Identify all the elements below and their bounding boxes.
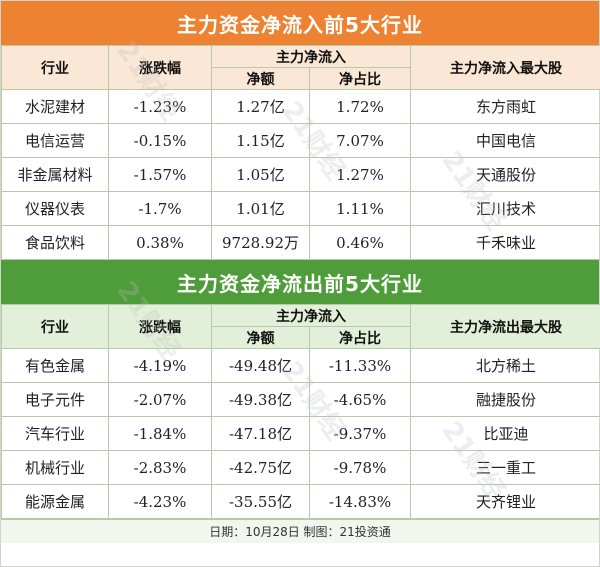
cell-ratio: -9.78% [309, 450, 411, 485]
cell-top-stock: 北方稀土 [410, 348, 600, 383]
table-row: 电信运营 -0.15% 1.15亿 7.07% 中国电信 [1, 123, 600, 158]
cell-industry: 机械行业 [1, 450, 109, 485]
cell-change: -1.84% [108, 416, 212, 451]
col-top-stock: 主力净流入最大股 [410, 45, 600, 90]
col-ratio: 净占比 [309, 67, 411, 90]
table-row: 食品饮料 0.38% 9728.92万 0.46% 千禾味业 [1, 225, 600, 260]
cell-net: -49.38亿 [211, 382, 310, 417]
cell-change: -1.23% [108, 89, 212, 124]
cell-industry: 食品饮料 [1, 225, 109, 260]
cell-ratio: 1.27% [309, 157, 411, 192]
cell-top-stock: 千禾味业 [410, 225, 600, 260]
cell-industry: 能源金属 [1, 484, 109, 519]
cell-top-stock: 汇川技术 [410, 191, 600, 226]
cell-change: -2.83% [108, 450, 212, 485]
col-change: 涨跌幅 [108, 45, 212, 90]
cell-top-stock: 中国电信 [410, 123, 600, 158]
col-main-flow: 主力净流入 [211, 304, 411, 327]
cell-ratio: 1.72% [309, 89, 411, 124]
cell-ratio: -9.37% [309, 416, 411, 451]
table-row: 水泥建材 -1.23% 1.27亿 1.72% 东方雨虹 [1, 89, 600, 124]
cell-top-stock: 融捷股份 [410, 382, 600, 417]
cell-net: -49.48亿 [211, 348, 310, 383]
cell-ratio: 0.46% [309, 225, 411, 260]
cell-net: 1.05亿 [211, 157, 310, 192]
cell-industry: 电信运营 [1, 123, 109, 158]
cell-change: -1.7% [108, 191, 212, 226]
cell-net: 1.27亿 [211, 89, 310, 124]
table-row: 能源金属 -4.23% -35.55亿 -14.83% 天齐锂业 [1, 484, 600, 519]
outflow-rows: 有色金属 -4.19% -49.48亿 -11.33% 北方稀土 电子元件 -2.07% -4… [1, 348, 600, 519]
cell-industry: 有色金属 [1, 348, 109, 383]
col-change: 涨跌幅 [108, 304, 212, 349]
inflow-rows: 水泥建材 -1.23% 1.27亿 1.72% 东方雨虹 电信运营 -0.15% 1.15亿 7… [1, 89, 600, 260]
table-row: 电子元件 -2.07% -49.38亿 -4.65% 融捷股份 [1, 382, 600, 417]
cell-change: 0.38% [108, 225, 212, 260]
table-row: 汽车行业 -1.84% -47.18亿 -9.37% 比亚迪 [1, 416, 600, 451]
cell-net: -35.55亿 [211, 484, 310, 519]
cell-ratio: 7.07% [309, 123, 411, 158]
col-industry: 行业 [1, 45, 109, 90]
source-footer: 日期：10月28日 制图：21投资通 [1, 519, 599, 543]
table-row: 机械行业 -2.83% -42.75亿 -9.78% 三一重工 [1, 450, 600, 485]
cell-change: -2.07% [108, 382, 212, 417]
cell-industry: 水泥建材 [1, 89, 109, 124]
cell-change: -1.57% [108, 157, 212, 192]
col-main-flow: 主力净流入 [211, 45, 411, 68]
inflow-table: 行业 涨跌幅 主力净流入 主力净流入最大股 净额 净占比 水泥建材 -1.23% 1… [1, 45, 600, 260]
cell-net: -42.75亿 [211, 450, 310, 485]
cell-top-stock: 东方雨虹 [410, 89, 600, 124]
col-net: 净额 [211, 326, 310, 349]
table-row: 非金属材料 -1.57% 1.05亿 1.27% 天通股份 [1, 157, 600, 192]
col-net: 净额 [211, 67, 310, 90]
cell-change: -0.15% [108, 123, 212, 158]
cell-industry: 非金属材料 [1, 157, 109, 192]
cell-top-stock: 天通股份 [410, 157, 600, 192]
col-top-stock: 主力净流出最大股 [410, 304, 600, 349]
col-industry: 行业 [1, 304, 109, 349]
cell-net: 1.01亿 [211, 191, 310, 226]
cell-change: -4.23% [108, 484, 212, 519]
cell-industry: 仪器仪表 [1, 191, 109, 226]
cell-ratio: 1.11% [309, 191, 411, 226]
table-row: 有色金属 -4.19% -49.48亿 -11.33% 北方稀土 [1, 348, 600, 383]
cell-top-stock: 天齐锂业 [410, 484, 600, 519]
cell-net: 1.15亿 [211, 123, 310, 158]
cell-net: -47.18亿 [211, 416, 310, 451]
cell-ratio: -4.65% [309, 382, 411, 417]
outflow-table: 行业 涨跌幅 主力净流入 主力净流出最大股 净额 净占比 有色金属 -4.19% -… [1, 304, 600, 519]
cell-net: 9728.92万 [211, 225, 310, 260]
cell-top-stock: 比亚迪 [410, 416, 600, 451]
cell-top-stock: 三一重工 [410, 450, 600, 485]
table-row: 仪器仪表 -1.7% 1.01亿 1.11% 汇川技术 [1, 191, 600, 226]
cell-industry: 汽车行业 [1, 416, 109, 451]
cell-ratio: -11.33% [309, 348, 411, 383]
cell-industry: 电子元件 [1, 382, 109, 417]
cell-change: -4.19% [108, 348, 212, 383]
col-ratio: 净占比 [309, 326, 411, 349]
cell-ratio: -14.83% [309, 484, 411, 519]
inflow-title: 主力资金净流入前5大行业 [1, 1, 599, 45]
outflow-title: 主力资金净流出前5大行业 [1, 260, 599, 304]
